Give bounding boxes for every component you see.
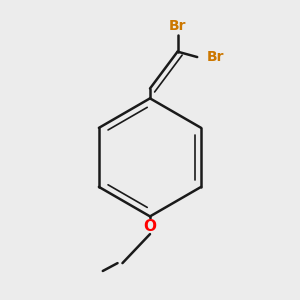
Text: Br: Br — [169, 19, 186, 33]
Text: Br: Br — [207, 50, 224, 64]
Text: O: O — [143, 219, 157, 234]
